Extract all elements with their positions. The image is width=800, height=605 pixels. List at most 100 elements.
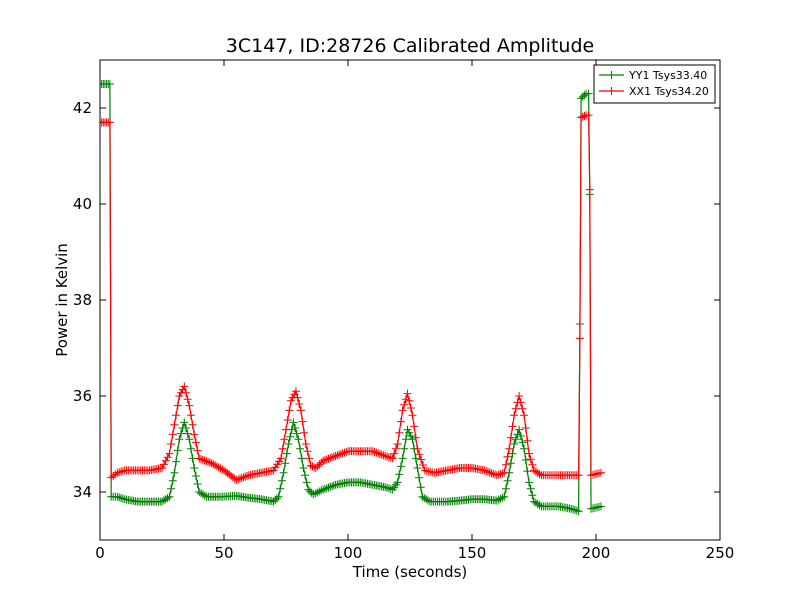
series-0-point-125: [315, 487, 324, 496]
series-1-point-136: [333, 451, 342, 460]
series-0-point-130: [324, 483, 333, 492]
series-1-point-109: [286, 396, 295, 405]
series-1-point-40: [167, 440, 176, 448]
series-0-point-123: [311, 489, 320, 498]
series-1-point-117: [300, 428, 309, 437]
series-1-point-172: [396, 417, 405, 426]
series-1-point-183: [415, 450, 424, 459]
series-1-point-52: [186, 411, 195, 420]
y-axis-label: Power in Kelvin: [53, 243, 71, 357]
series-1-point-114: [295, 400, 304, 408]
series-1-point-108: [285, 406, 294, 415]
series-0: [100, 80, 605, 516]
series-1-point-129: [320, 456, 329, 465]
series-1-point-47: [178, 385, 187, 394]
series-0-point-238: [515, 425, 524, 434]
series-1-point-125: [313, 462, 322, 471]
series-0-point-6: [105, 80, 114, 88]
series-1-point-56: [193, 446, 202, 455]
series-1-point-124: [311, 464, 320, 472]
series-0-point-112: [292, 429, 301, 438]
series-1-point-245: [525, 449, 534, 458]
series-1-point-166: [386, 453, 395, 462]
plot-frame: [99, 59, 721, 541]
series-0-point-172: [398, 454, 407, 463]
series-1: [100, 111, 605, 484]
series-0-point-176: [405, 428, 414, 437]
series-1-point-65: [209, 460, 218, 469]
legend: YY1 Tsys33.40 XX1 Tsys34.20: [593, 64, 716, 104]
series-1-point-278: [584, 111, 593, 120]
series-1-point-67: [212, 462, 221, 471]
series-0-point-106: [282, 449, 291, 458]
series-0-point-239: [516, 432, 525, 440]
series-0-point-103: [277, 476, 286, 485]
series-1-point-57: [195, 454, 204, 463]
series-0-point-10: [113, 492, 122, 501]
series-1-point-104: [278, 444, 287, 453]
series-1-point-164: [383, 452, 392, 461]
series-0-point-244: [525, 478, 534, 487]
series-1-point-244: [523, 436, 532, 445]
series-1-point-130: [322, 455, 331, 464]
series-0-point-55: [191, 472, 200, 480]
legend-marker-1: [607, 87, 616, 95]
series-1-point-160: [375, 449, 384, 458]
series-0-point-236: [511, 435, 520, 444]
series-1-point-126: [315, 460, 324, 469]
series-0-point-99: [271, 496, 280, 504]
series-0-point-129: [322, 484, 331, 493]
series-1-point-274: [577, 113, 586, 122]
series-1-point-68: [214, 463, 223, 472]
series-1-point-131: [324, 454, 333, 463]
series-0-point-13: [118, 494, 127, 503]
series-1-point-111: [290, 390, 299, 399]
series-1-point-13: [118, 467, 127, 475]
x-tick-label-5: 250: [706, 544, 735, 562]
series-0-point-127: [319, 485, 328, 494]
series-1-point-236: [510, 411, 519, 420]
series-0-point-101: [274, 492, 283, 501]
x-tick-label-2: 100: [334, 544, 363, 562]
series-1-point-55: [191, 438, 200, 447]
series-1-point-10: [113, 468, 122, 477]
series-0-point-245: [526, 484, 535, 493]
series-1-point-64: [207, 459, 216, 468]
series-1-point-233: [505, 444, 514, 453]
series-1-point-113: [293, 393, 302, 402]
series-1-point-105: [280, 435, 289, 444]
series-1-point-173: [398, 406, 407, 415]
series-1-point-12: [117, 467, 126, 476]
series-1-point-285: [596, 468, 605, 477]
series-1-point-80: [235, 474, 244, 483]
series-0-point-45: [175, 435, 184, 444]
series-1-point-43: [172, 411, 181, 420]
series-1-point-276: [580, 112, 589, 120]
series-0-point-43: [172, 457, 181, 466]
chart-title: 3C147, ID:28726 Calibrated Amplitude: [226, 35, 594, 57]
series-1-point-161: [377, 450, 386, 459]
series-1-point-6: [105, 118, 114, 127]
series-1-point-58: [196, 455, 205, 464]
series-1-point-106: [282, 425, 290, 434]
series-0-point-178: [408, 435, 417, 444]
series-0-point-226: [494, 495, 503, 504]
series-1-point-232: [503, 452, 512, 461]
series-0-point-164: [384, 484, 393, 493]
series-0-point-48: [180, 418, 189, 427]
series-1-point-103: [277, 454, 286, 463]
series-0-point-230: [501, 484, 510, 493]
series-0-point-124: [313, 488, 322, 497]
series-1-point-8: [109, 472, 118, 480]
series-1-point-180: [410, 422, 419, 431]
series-1-point-184: [417, 455, 426, 464]
series-1-point-235: [508, 422, 517, 431]
series-1-point-42: [170, 420, 179, 429]
series-1-point-247: [528, 460, 537, 469]
y-tick-label-3: 40: [73, 195, 92, 213]
series-1-point-141: [342, 447, 351, 456]
y-tick-label-4: 42: [73, 99, 92, 117]
series-0-point-242: [521, 456, 530, 464]
series-1-point-174: [400, 400, 409, 409]
series-0-point-237: [513, 430, 522, 439]
